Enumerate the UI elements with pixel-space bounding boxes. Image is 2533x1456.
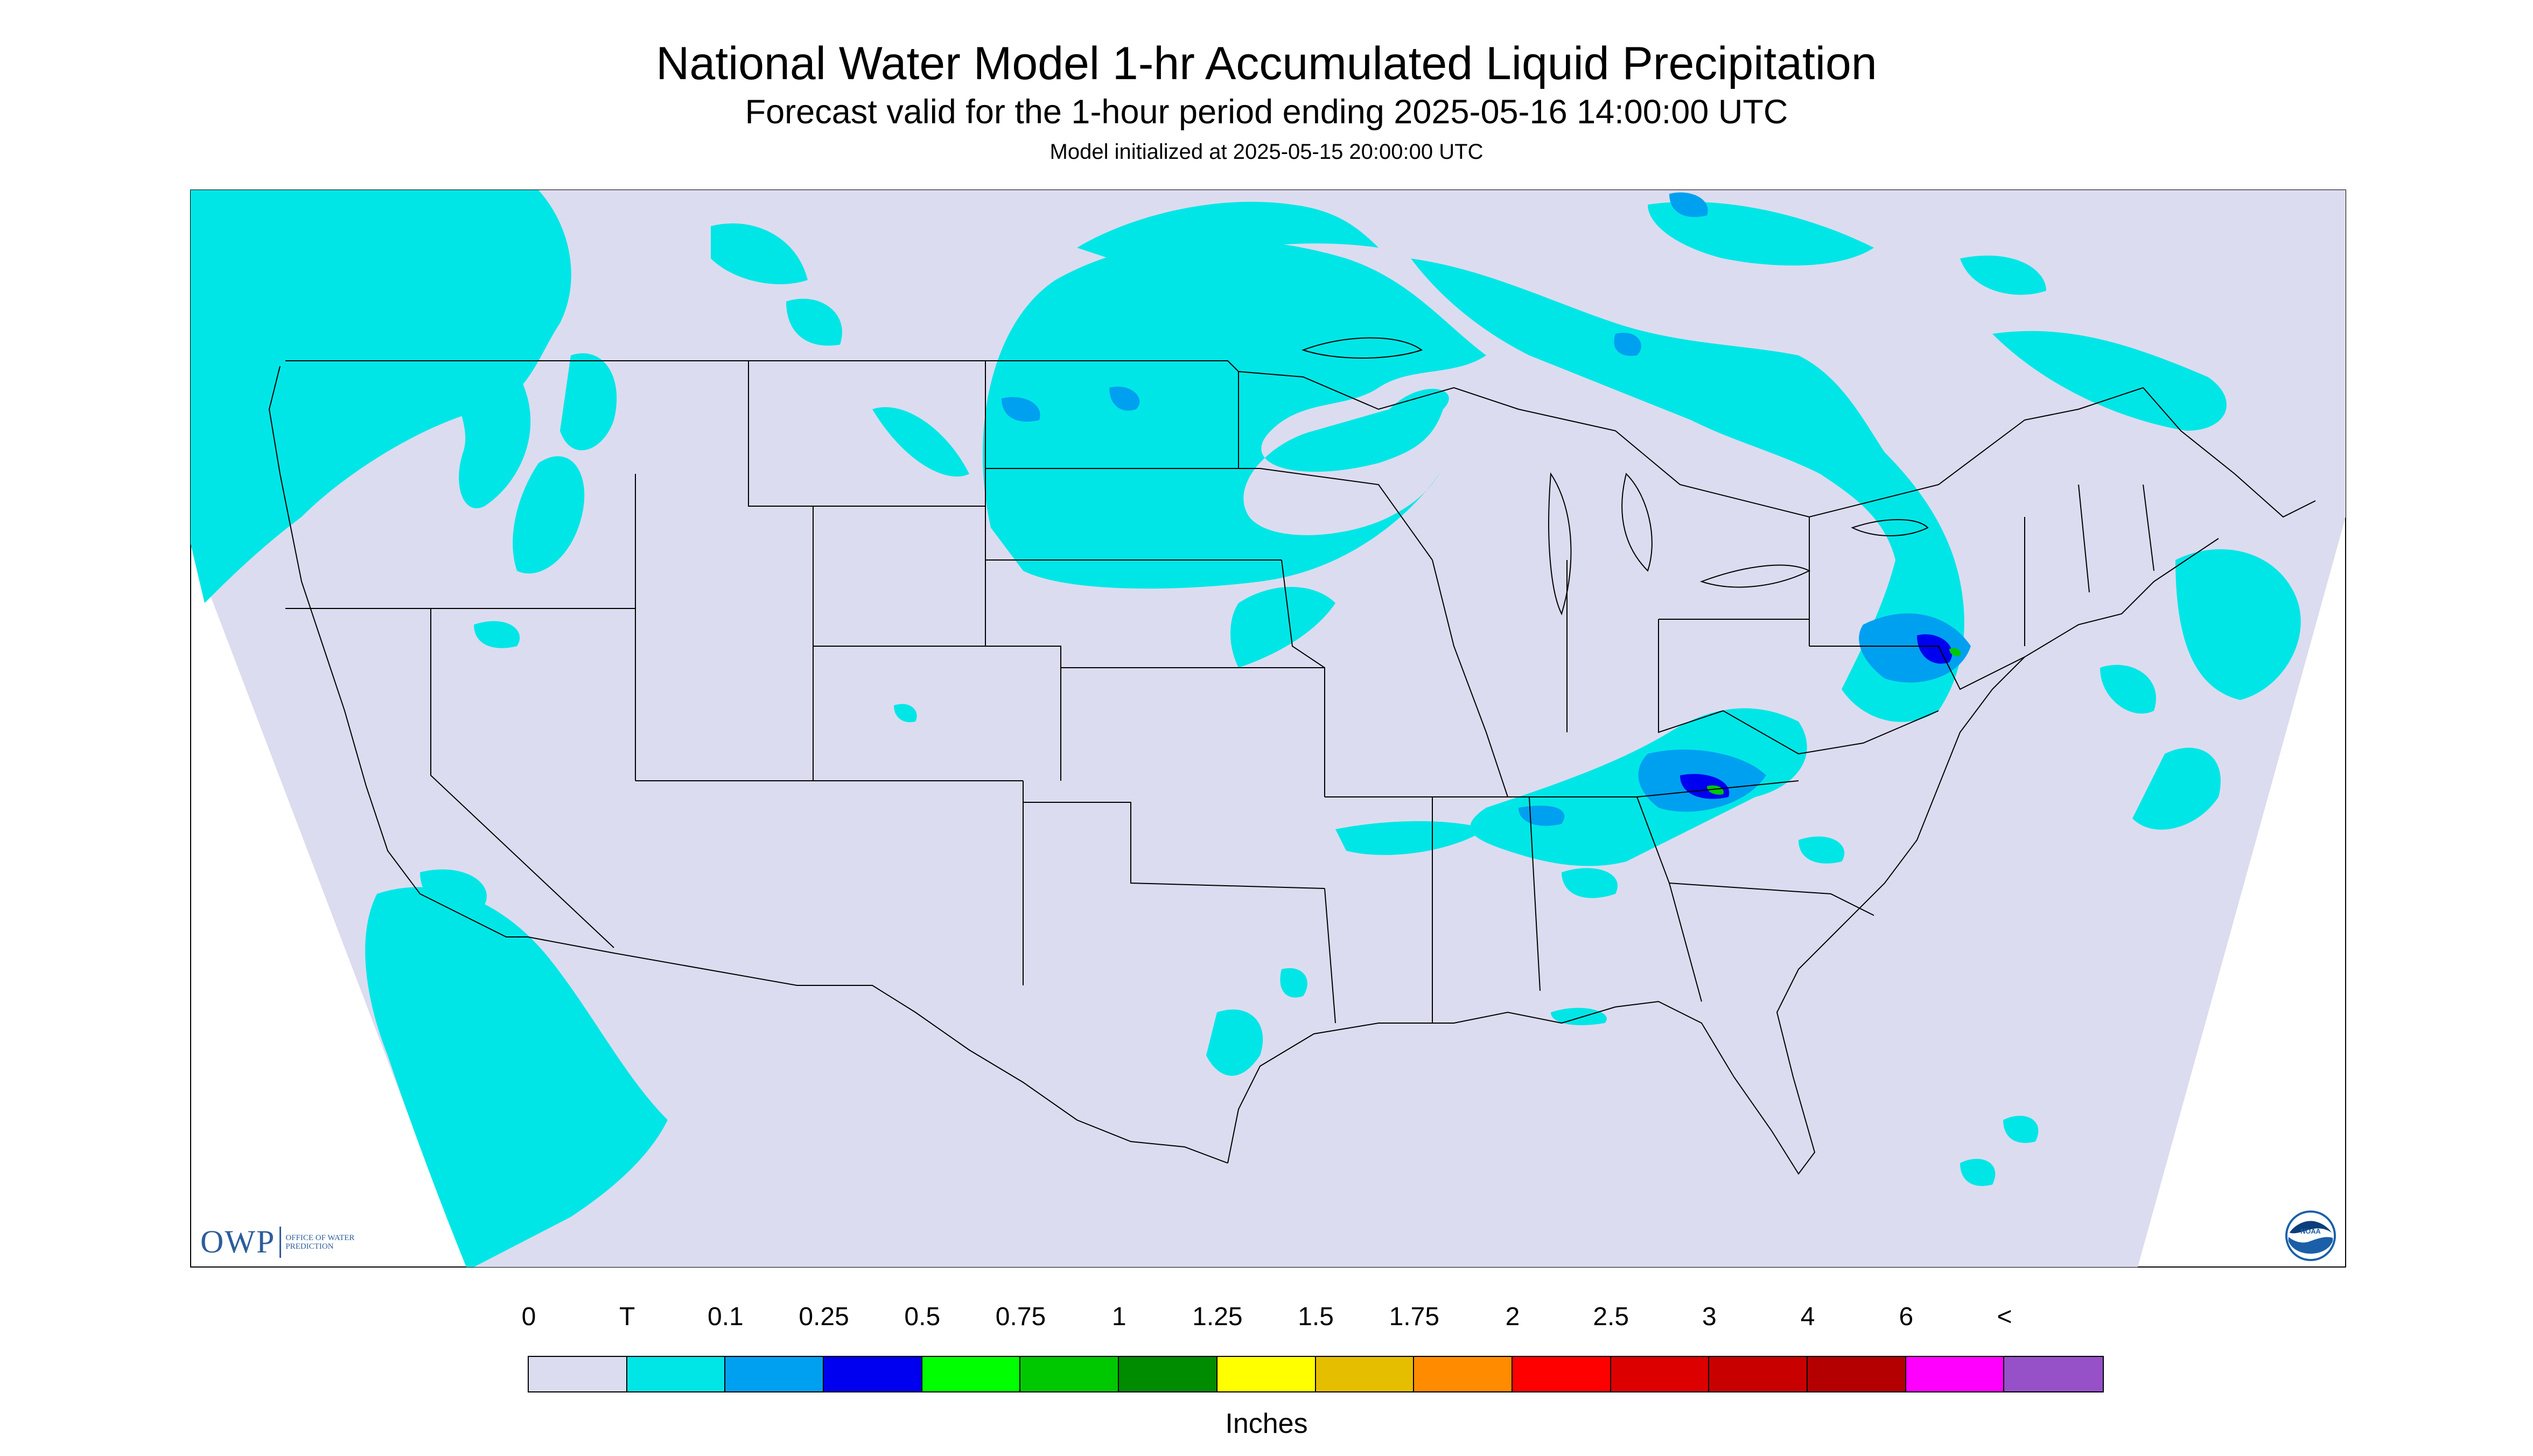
legend-tick-label: 1 — [1111, 1303, 1126, 1331]
forecast-valid-subtitle: Forecast valid for the 1-hour period end… — [745, 93, 1788, 131]
legend-tick-label: 0.1 — [708, 1303, 744, 1331]
legend-tick-label: 4 — [1800, 1303, 1815, 1331]
canada-border — [285, 360, 2316, 518]
legend-swatch — [1611, 1357, 1710, 1391]
legend-tick-label: T — [619, 1303, 635, 1331]
legend-swatch — [627, 1357, 726, 1391]
noaa-logo: NOAA — [2285, 1210, 2336, 1262]
map-title: National Water Model 1-hr Accumulated Li… — [656, 38, 1877, 89]
legend-swatch — [1709, 1357, 1808, 1391]
legend-swatch — [1119, 1357, 1217, 1391]
legend-tick-labels: 0 T 0.1 0.25 0.5 0.75 1 1.25 1.5 1.75 2 2.5 3 4 6 < — [0, 1302, 2533, 1340]
legend-swatch — [1414, 1357, 1513, 1391]
owp-mark: OWP — [200, 1224, 276, 1259]
legend-tick-label: 1.25 — [1192, 1303, 1243, 1331]
model-init-line: Model initialized at 2025-05-15 20:00:00… — [1049, 140, 1484, 164]
boundaries — [268, 360, 2316, 1175]
legend-tick-label: 1.5 — [1298, 1303, 1334, 1331]
legend-swatch — [824, 1357, 922, 1391]
legend-swatch — [1020, 1357, 1119, 1391]
legend-tick-label: 1.75 — [1389, 1303, 1440, 1331]
legend-units: Inches — [1225, 1408, 1308, 1439]
owp-divider — [279, 1226, 282, 1258]
legend-tick-label: 2.5 — [1593, 1303, 1629, 1331]
legend-tick-label: < — [1997, 1303, 2012, 1331]
legend-color-bar — [528, 1356, 2104, 1392]
legend-tick-label: 3 — [1702, 1303, 1717, 1331]
legend-swatch — [1217, 1357, 1316, 1391]
noaa-text: NOAA — [2300, 1227, 2321, 1235]
legend-tick-label: 0 — [521, 1303, 536, 1331]
legend-swatch — [725, 1357, 824, 1391]
legend-tick-label: 0.75 — [995, 1303, 1046, 1331]
legend-swatch — [529, 1357, 627, 1391]
legend-swatch — [1906, 1357, 2005, 1391]
legend-swatch — [1316, 1357, 1415, 1391]
west-coast — [268, 366, 528, 937]
legend-swatch — [922, 1357, 1021, 1391]
legend-swatch — [2004, 1357, 2103, 1391]
legend-tick-label: 0.25 — [799, 1303, 849, 1331]
great-lakes — [1302, 337, 1929, 615]
legend-swatch — [1512, 1357, 1611, 1391]
legend-tick-label: 0.5 — [904, 1303, 941, 1331]
legend-tick-label: 2 — [1505, 1303, 1520, 1331]
precip-light-areas — [191, 190, 2301, 1267]
mexico-border — [527, 936, 1228, 1164]
legend-tick-label: 6 — [1899, 1303, 1914, 1331]
owp-text: OFFICE OF WATER PREDICTION — [285, 1233, 355, 1251]
owp-logo: OWP OFFICE OF WATER PREDICTION — [200, 1223, 355, 1261]
legend-swatch — [1807, 1357, 1906, 1391]
precip-peak-areas — [1707, 648, 1961, 795]
gulf-coast — [1227, 538, 2219, 1175]
